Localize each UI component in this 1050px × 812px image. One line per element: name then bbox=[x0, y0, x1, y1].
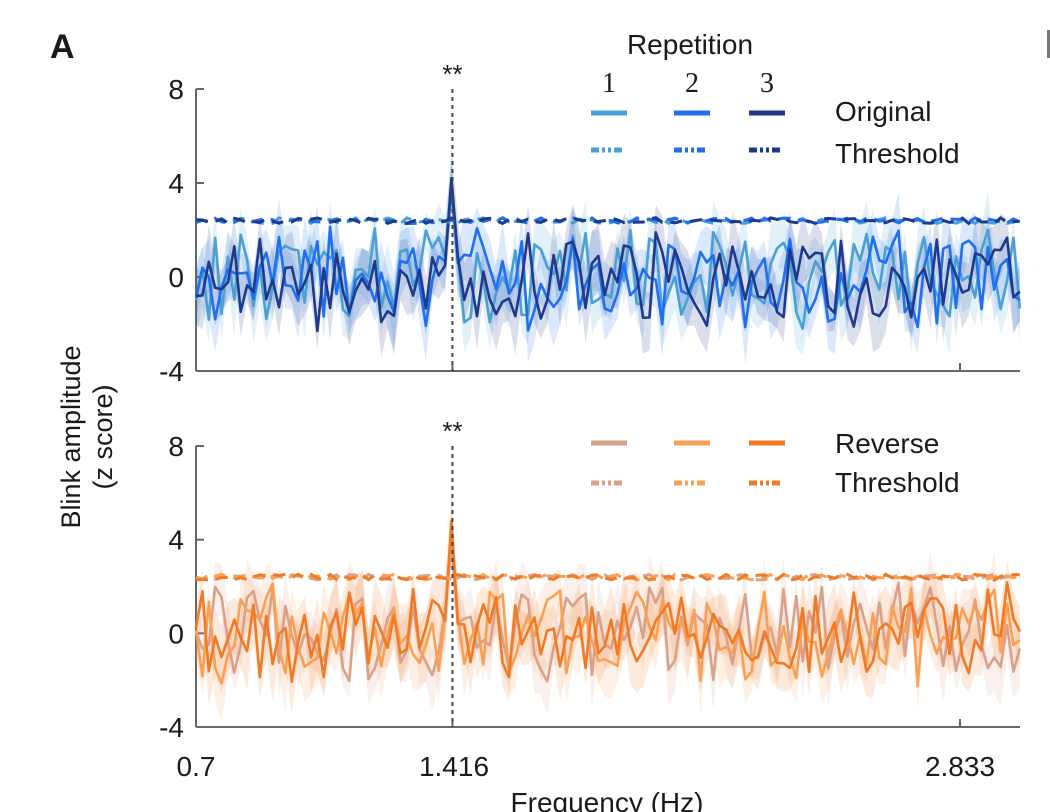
error-band-1 bbox=[196, 162, 1020, 356]
series-group bbox=[194, 146, 1022, 365]
error-bands bbox=[196, 494, 1020, 723]
x-tick-label: 0.7 bbox=[177, 751, 216, 782]
plot-reverse: -4 0 4 8 ** bbox=[159, 416, 1022, 743]
error-band-2 bbox=[196, 494, 1020, 723]
y-tick-label: -4 bbox=[159, 712, 184, 743]
series-line-3 bbox=[194, 519, 1021, 683]
threshold-line-2 bbox=[195, 215, 1021, 226]
series-line-2 bbox=[194, 528, 1021, 688]
error-band-2 bbox=[196, 163, 1020, 365]
error-band-1 bbox=[196, 519, 1020, 716]
y-tick-label: 4 bbox=[168, 525, 184, 556]
threshold-lines bbox=[195, 572, 1021, 582]
legend-col-2: 2 bbox=[685, 68, 699, 99]
y-tick-label: 0 bbox=[168, 618, 184, 649]
y-tick-label: 0 bbox=[168, 262, 184, 293]
legend-row-original: Original bbox=[835, 96, 931, 127]
plot-original: -4 0 4 8 ** bbox=[159, 59, 1022, 387]
series-lines bbox=[194, 177, 1022, 333]
series-lines bbox=[194, 519, 1022, 688]
legend-col-1: 1 bbox=[602, 68, 616, 99]
y-tick-label: 8 bbox=[168, 74, 184, 105]
y-axis-label: Blink amplitude (z score) bbox=[56, 345, 118, 528]
error-bands bbox=[196, 146, 1020, 365]
x-tick-label: 1.416 bbox=[419, 751, 489, 782]
legend-row-threshold: Threshold bbox=[835, 138, 960, 169]
adjacent-panel-edge bbox=[1047, 30, 1050, 58]
legend-title: Repetition bbox=[627, 29, 753, 60]
y-tick-label: 8 bbox=[168, 431, 184, 462]
legend-col-3: 3 bbox=[760, 68, 774, 99]
threshold-lines bbox=[195, 215, 1021, 226]
y-axis-label-line2: (z score) bbox=[88, 384, 118, 489]
x-axis-label: Frequency (Hz) bbox=[511, 787, 704, 812]
x-tick-label: 2.833 bbox=[925, 751, 995, 782]
legend-row-threshold-reverse: Threshold bbox=[835, 467, 960, 498]
legend-reverse: Reverse Threshold bbox=[835, 428, 960, 498]
y-tick-label: -4 bbox=[159, 356, 184, 387]
x-axis: 0.7 1.416 2.833 Frequency (Hz) bbox=[177, 751, 996, 812]
series-line-2 bbox=[194, 181, 1021, 332]
series-line-3 bbox=[195, 177, 1021, 333]
threshold-line-3 bbox=[195, 572, 1020, 582]
threshold-line-3 bbox=[195, 215, 1020, 226]
significance-label: ** bbox=[442, 416, 462, 446]
panel-label: A bbox=[50, 28, 75, 66]
legend-original: Repetition 1 2 3 Original Threshold bbox=[602, 29, 960, 169]
y-tick-label: 4 bbox=[168, 168, 184, 199]
significance-label: ** bbox=[442, 59, 462, 89]
y-axis-label-line1: Blink amplitude bbox=[56, 345, 86, 528]
error-band-3 bbox=[196, 146, 1020, 358]
series-group bbox=[194, 494, 1022, 723]
legend-row-reverse: Reverse bbox=[835, 428, 939, 459]
